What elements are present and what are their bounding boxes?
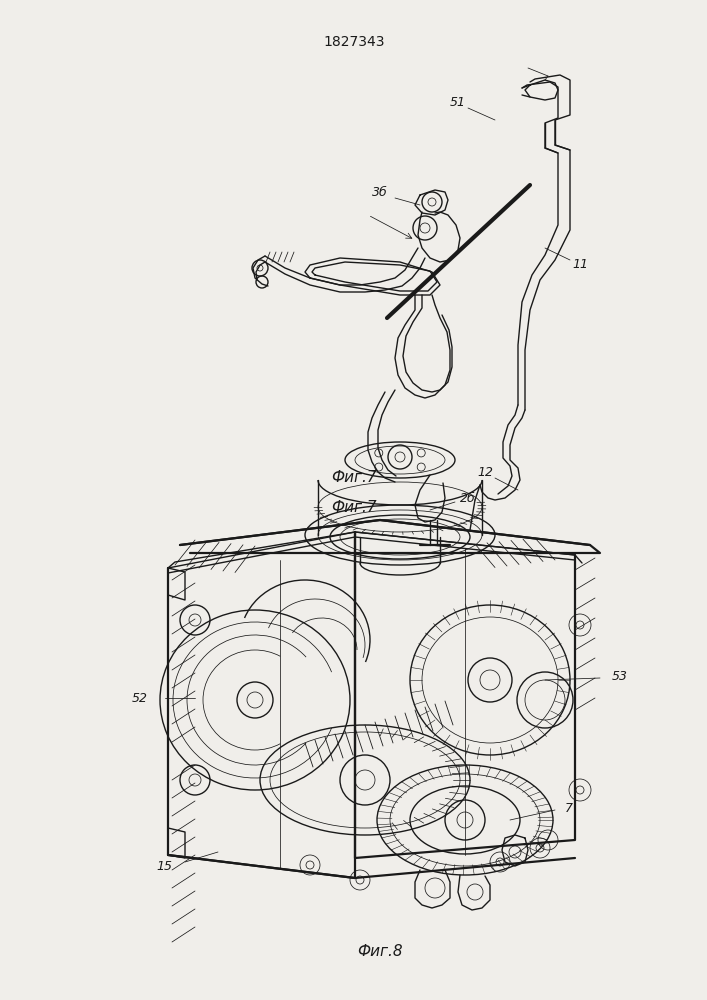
Text: 7: 7: [565, 802, 573, 814]
Text: 12: 12: [477, 466, 493, 479]
Text: 52: 52: [132, 692, 148, 704]
Text: 15: 15: [156, 859, 172, 872]
Text: Фиг.7: Фиг.7: [331, 499, 377, 514]
Text: 2б: 2б: [460, 491, 476, 504]
Text: 1827343: 1827343: [323, 35, 385, 49]
Text: 11: 11: [572, 257, 588, 270]
Text: 51: 51: [450, 96, 466, 108]
Text: 3б: 3б: [372, 186, 388, 200]
Text: 53: 53: [612, 670, 628, 682]
Text: Фиг.8: Фиг.8: [357, 944, 403, 960]
Text: Фиг.7: Фиг.7: [331, 471, 377, 486]
